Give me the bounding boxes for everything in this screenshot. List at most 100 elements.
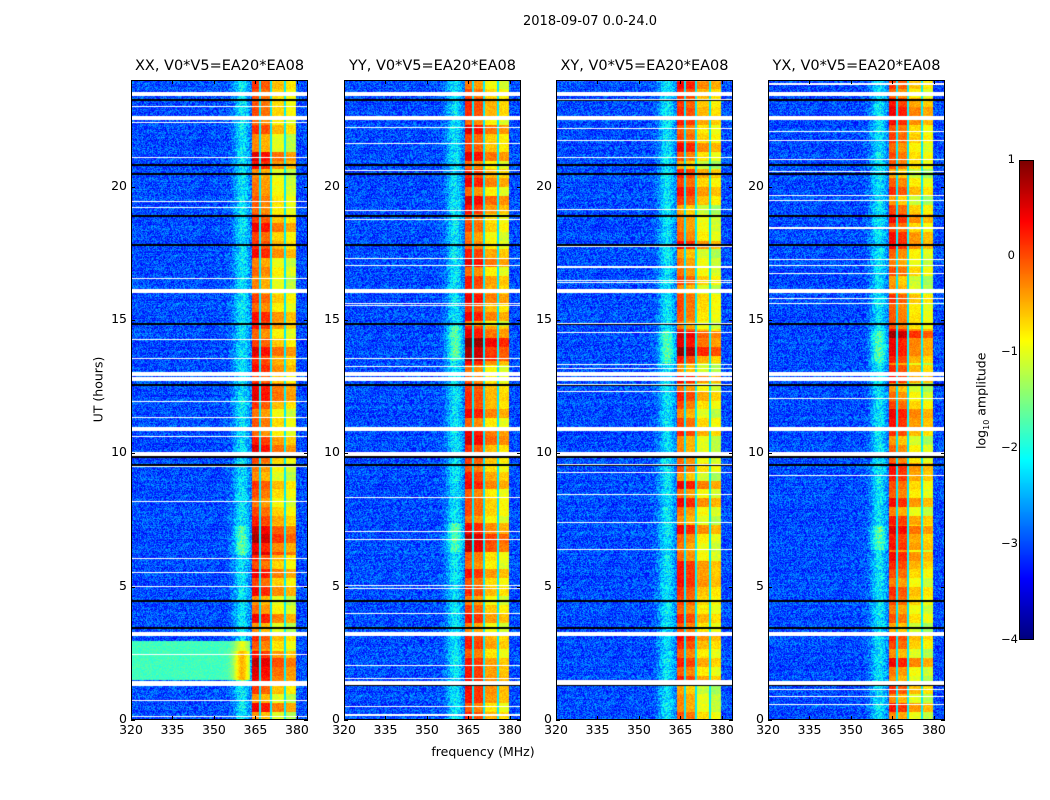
x-tick-label: 380 [710, 722, 734, 737]
x-tick-label: 380 [285, 722, 309, 737]
x-tick-mark [680, 80, 682, 84]
x-tick-label: 350 [627, 722, 651, 737]
y-tick-label: 0 [119, 711, 127, 726]
y-tick-label: 10 [324, 444, 340, 460]
y-tick-label: 10 [111, 444, 127, 460]
y-tick-label: 20 [748, 177, 764, 193]
x-tick-mark [255, 716, 257, 720]
y-tick-mark [941, 186, 945, 188]
x-tick-mark [509, 80, 511, 84]
y-tick-label: 0 [544, 711, 552, 726]
panel-title: XY, V0*V5=EA20*EA08 [560, 58, 729, 74]
x-tick-mark [809, 80, 811, 84]
x-tick-mark [850, 80, 852, 84]
y-tick-label: 5 [756, 577, 764, 593]
spectrogram-heatmap [344, 80, 521, 720]
y-tick-mark [344, 586, 348, 588]
y-tick-mark [344, 320, 348, 321]
x-tick-label: 320 [119, 722, 143, 737]
y-tick-mark [556, 453, 560, 455]
x-tick-mark [131, 716, 132, 720]
x-tick-mark [809, 716, 811, 720]
y-tick-mark [729, 453, 733, 455]
x-tick-mark [344, 80, 345, 84]
y-tick-mark [768, 320, 772, 321]
x-tick-mark [597, 716, 599, 720]
y-tick-mark [131, 720, 135, 721]
x-tick-label: 350 [839, 722, 863, 737]
x-tick-mark [597, 80, 599, 84]
y-tick-mark [768, 720, 772, 721]
y-tick-mark [768, 186, 772, 188]
x-tick-mark [509, 716, 511, 720]
x-tick-mark [385, 716, 387, 720]
y-tick-mark [517, 186, 521, 188]
x-tick-mark [426, 80, 428, 84]
y-tick-mark [941, 720, 945, 721]
y-tick-label: 15 [111, 311, 127, 326]
x-tick-mark [213, 716, 215, 720]
y-tick-label: 20 [111, 177, 127, 193]
x-tick-mark [768, 80, 769, 84]
y-tick-label: 20 [324, 177, 340, 193]
panel-0: XX, V0*V5=EA20*EA08 320 335 350 365 380 0 5 10 15… [111, 58, 309, 737]
y-tick-mark [517, 453, 521, 455]
y-tick-mark [556, 586, 560, 588]
y-tick-mark [131, 320, 135, 321]
colorbar-label-sub: 10 [981, 419, 991, 430]
y-tick-mark [304, 720, 308, 721]
panel-title: YX, V0*V5=EA20*EA08 [772, 58, 941, 74]
y-tick-mark [941, 586, 945, 588]
panel-3: YX, V0*V5=EA20*EA08 320 335 350 365 380 0 5 10 15… [748, 58, 946, 737]
x-tick-mark [385, 80, 387, 84]
colorbar-label-main: log [973, 429, 989, 449]
spectrogram-heatmap [768, 80, 945, 720]
x-tick-mark [638, 716, 640, 720]
panel-1: YY, V0*V5=EA20*EA08 320 335 350 365 380 0 5 10 15… [324, 58, 522, 737]
axes-frame [131, 80, 308, 720]
axes-frame [556, 80, 733, 720]
y-tick-mark [517, 320, 521, 321]
x-tick-mark [556, 716, 557, 720]
x-tick-label: 335 [373, 722, 398, 737]
colorbar-tick-label: 1 [1007, 152, 1015, 166]
x-tick-label: 320 [756, 722, 780, 737]
x-tick-mark [933, 716, 935, 720]
y-tick-mark [729, 186, 733, 188]
x-tick-mark [172, 716, 174, 720]
x-tick-mark [468, 716, 470, 720]
x-axis-label: frequency (MHz) [431, 744, 535, 759]
colorbar-tick-label: −1 [1001, 344, 1018, 358]
x-tick-label: 335 [585, 722, 610, 737]
x-tick-label: 350 [202, 722, 226, 737]
y-tick-mark [304, 186, 308, 188]
x-tick-label: 380 [498, 722, 522, 737]
y-tick-label: 5 [544, 577, 552, 593]
y-tick-label: 15 [324, 311, 340, 326]
y-axis-label: UT (hours) [90, 356, 106, 423]
y-tick-label: 10 [748, 444, 764, 460]
x-tick-mark [638, 80, 640, 84]
x-tick-mark [892, 80, 894, 84]
colorbar-label: log10 amplitude [973, 321, 991, 481]
x-tick-label: 365 [880, 722, 905, 737]
x-tick-mark [213, 80, 215, 84]
y-tick-mark [131, 586, 135, 588]
x-tick-mark [892, 716, 894, 720]
spectrogram-heatmap [131, 80, 308, 720]
y-tick-label: 20 [536, 177, 552, 193]
y-tick-mark [517, 720, 521, 721]
x-tick-mark [721, 716, 723, 720]
y-tick-label: 5 [332, 577, 340, 593]
y-tick-mark [517, 586, 521, 588]
x-tick-mark [131, 80, 132, 84]
y-tick-mark [344, 453, 348, 455]
y-tick-label: 10 [536, 444, 552, 460]
colorbar [1019, 160, 1034, 640]
y-tick-mark [131, 186, 135, 188]
y-tick-mark [729, 720, 733, 721]
y-tick-mark [729, 586, 733, 588]
y-tick-mark [556, 720, 560, 721]
x-tick-label: 335 [160, 722, 185, 737]
axes-frame [344, 80, 521, 720]
